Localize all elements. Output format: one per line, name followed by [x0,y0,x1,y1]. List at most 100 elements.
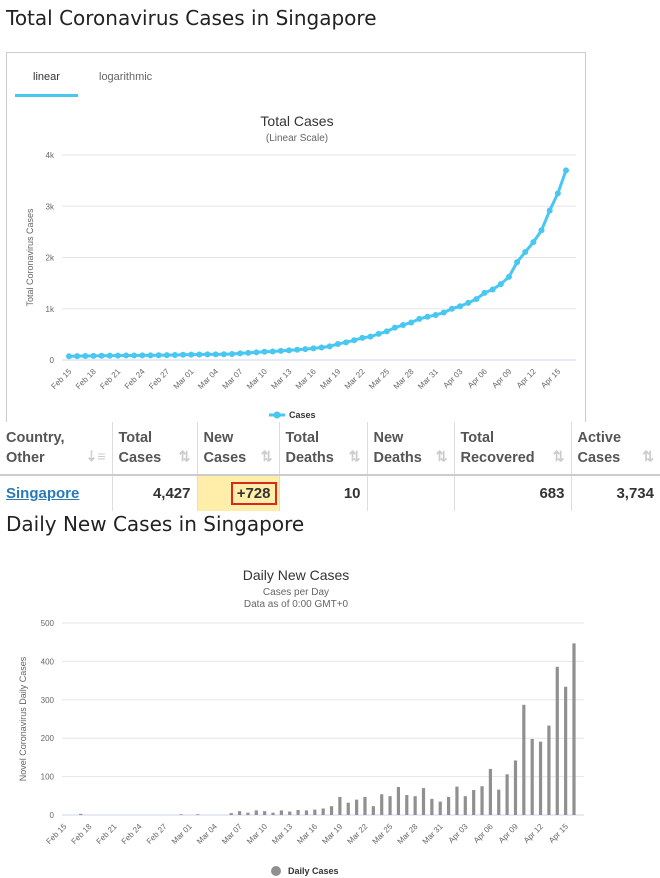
bar [472,790,476,815]
cell-new-deaths [367,475,455,511]
chart-subtitle: Cases per Day [263,587,329,598]
bar [237,811,242,815]
chart-title: Daily New Cases [243,567,350,583]
bar [304,810,309,815]
data-point [497,281,504,288]
x-tick-label: Mar 10 [245,822,269,846]
header-new-cases[interactable]: New Cases ⇅ [197,422,280,475]
chart-subtitle: (Linear Scale) [266,133,328,144]
bar [430,798,434,815]
x-tick-label: Mar 10 [245,367,269,391]
y-tick-label: 0 [50,811,55,820]
new-cases-value: +728 [230,482,277,505]
data-point [318,344,325,351]
legend-label: Daily Cases [288,866,339,876]
bar [497,789,501,815]
active-tab-indicator [15,94,78,97]
header-new-deaths[interactable]: New Deaths ⇅ [367,422,455,475]
x-tick-label: Mar 28 [396,822,420,846]
page-title: Total Coronavirus Cases in Singapore [6,6,377,30]
header-country[interactable]: Country, Other ⇣≡ [0,422,113,475]
bar [564,686,568,815]
bar [388,796,392,815]
bar [313,809,317,815]
y-tick-label: 100 [41,773,55,782]
data-point [489,286,496,293]
header-total-recovered[interactable]: Total Recovered ⇅ [454,422,572,475]
x-tick-label: Feb 18 [74,367,98,391]
data-point [530,239,537,246]
x-tick-label: Feb 27 [147,367,171,391]
bar [363,796,367,815]
bar [263,811,267,815]
y-tick-label: 4k [46,151,55,160]
data-point [505,273,512,280]
y-tick-label: 1k [46,305,55,314]
data-point [212,351,219,358]
sort-icon: ⇅ [552,448,565,464]
x-tick-label: Apr 09 [497,822,520,845]
bar [530,738,534,815]
bar [480,786,484,815]
x-tick-label: Feb 27 [145,822,169,846]
sort-icon: ⇅ [642,448,654,464]
header-active-cases[interactable]: Active Cases ⇅ [577,430,655,466]
data-point [310,345,317,352]
x-tick-label: Mar 19 [318,367,342,391]
data-point [147,352,154,359]
x-tick-label: Mar 07 [221,367,245,391]
data-point [123,352,130,359]
header-total-deaths[interactable]: Total Deaths ⇅ [279,422,368,475]
data-point [245,349,252,356]
x-tick-label: Apr 15 [539,367,562,390]
legend-symbol [273,411,281,419]
data-point [326,343,333,350]
x-tick-label: Feb 24 [120,822,144,846]
bar [346,802,350,815]
x-tick-label: Apr 06 [466,367,489,390]
data-point [391,324,398,331]
table-header-row: Country, Other ⇣≡ Total Cases ⇅ New Cases ⇅ To… [0,422,660,475]
data-point [171,351,178,358]
bar [179,814,183,815]
x-tick-label: Apr 12 [515,367,538,390]
data-point [563,167,569,174]
data-point [457,303,464,310]
data-point [334,340,341,347]
data-point [106,352,113,359]
x-tick-label: Apr 15 [547,822,570,845]
x-tick-label: Mar 04 [196,367,220,391]
cell-active-cases: 3,734 [616,485,654,502]
x-tick-label: Mar 16 [295,822,319,846]
data-point [343,339,350,346]
tab-linear[interactable]: linear [33,71,60,83]
bar [355,799,359,815]
cell-country: Singapore [0,475,113,511]
data-point [465,299,472,306]
data-point [155,352,162,359]
data-point [473,296,480,303]
data-point [538,227,545,234]
data-point [440,309,447,316]
bar [505,774,509,815]
bar [513,760,518,815]
x-tick-label: Mar 19 [320,822,344,846]
header-total-cases[interactable]: Total Cases ⇅ [112,422,198,475]
data-point [277,347,284,354]
data-point [367,333,374,340]
y-tick-label: 0 [50,356,55,365]
sort-icon: ⇅ [435,448,448,464]
bar [254,810,258,815]
data-point [114,352,121,359]
country-link[interactable]: Singapore [6,485,80,502]
x-tick-label: Feb 15 [44,822,68,846]
bar [572,643,576,815]
bar [338,796,342,815]
data-point [228,351,235,358]
y-tick-label: 500 [41,619,55,628]
bar [547,725,551,815]
legend-label: Cases [289,410,316,420]
x-tick-label: Feb 15 [49,367,73,391]
tab-logarithmic[interactable]: logarithmic [99,71,153,83]
